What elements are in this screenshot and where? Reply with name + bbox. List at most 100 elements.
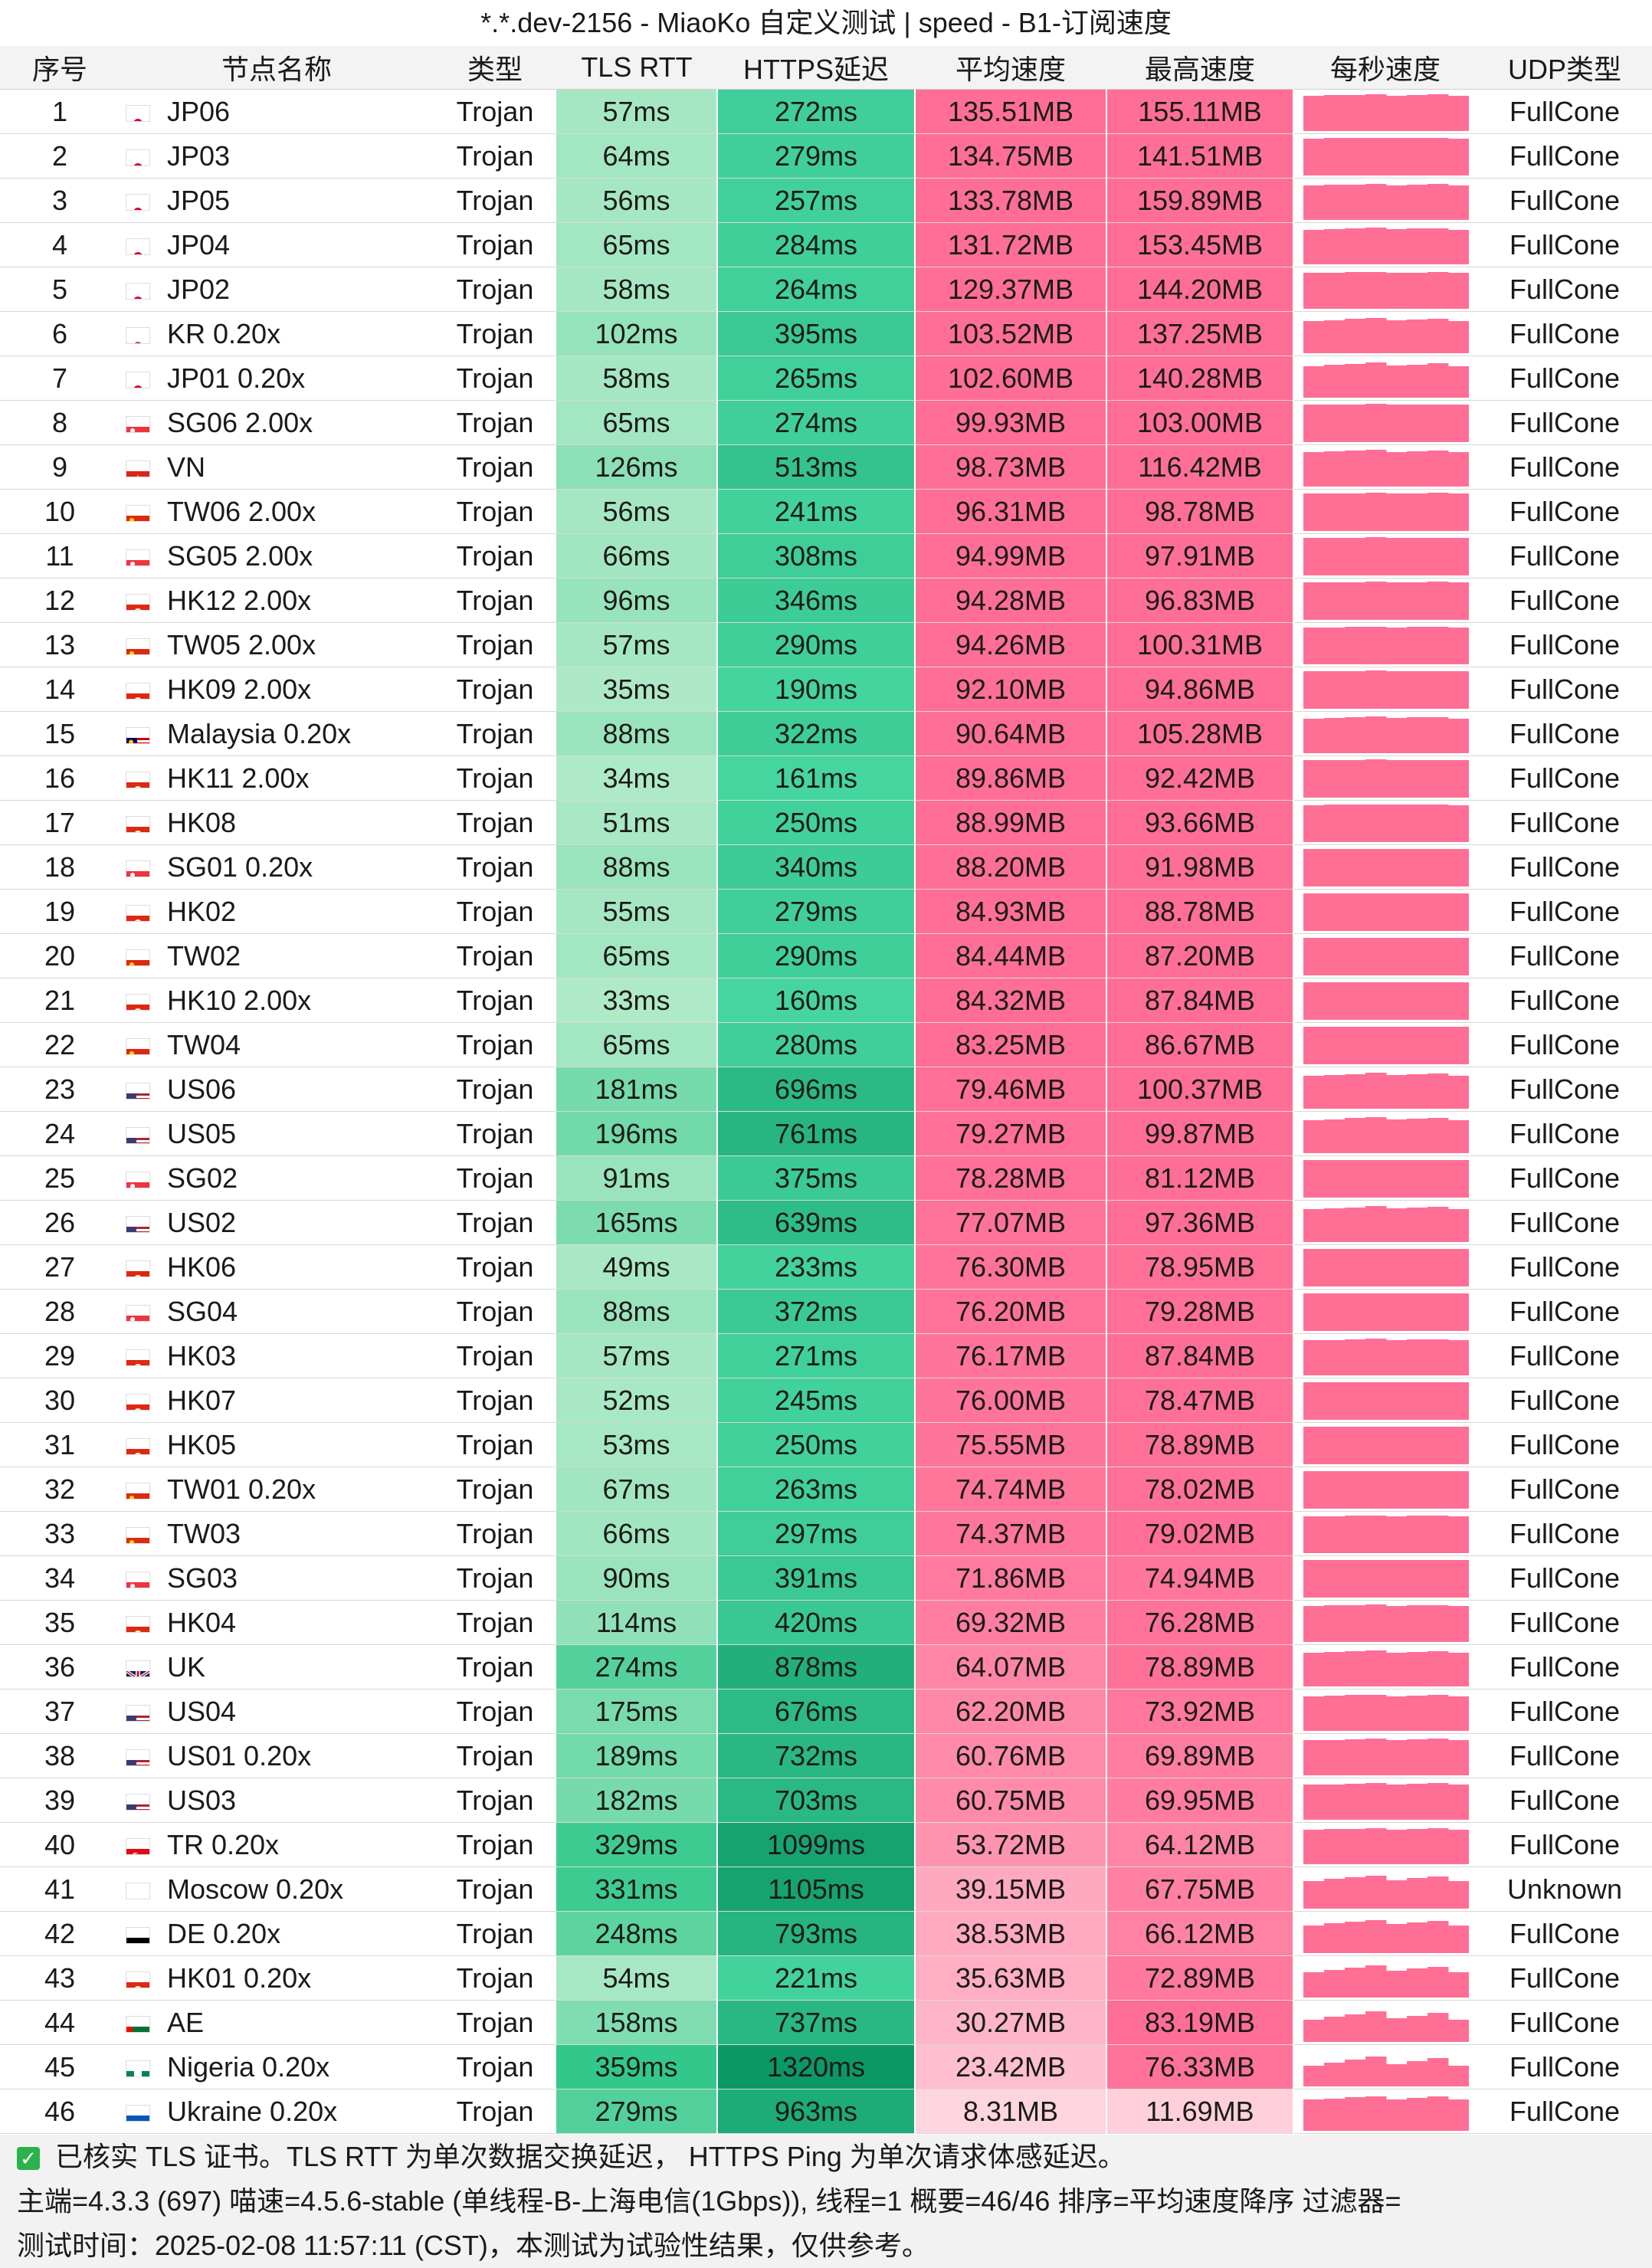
speed-bar	[1344, 1426, 1365, 1464]
table-row[interactable]: 40 TR 0.20x Trojan 329ms 1099ms 53.72MB 64.12M…	[0, 1822, 1652, 1867]
table-row[interactable]: 35 HK04 Trojan 114ms 420ms 69.32MB 76.28MB Full…	[0, 1600, 1652, 1645]
table-row[interactable]: 1 JP06 Trojan 57ms 272ms 135.51MB 155.11MB Full…	[0, 89, 1652, 134]
table-row[interactable]: 27 HK06 Trojan 49ms 233ms 76.30MB 78.95MB FullC…	[0, 1244, 1652, 1290]
table-row[interactable]: 14 HK09 2.00x Trojan 35ms 190ms 92.10MB 94.86M…	[0, 667, 1652, 712]
table-row[interactable]: 10 TW06 2.00x Trojan 56ms 241ms 96.31MB 98.78M…	[0, 489, 1652, 534]
table-row[interactable]: 9 VN Trojan 126ms 513ms 98.73MB 116.42MB FullCo…	[0, 444, 1652, 490]
table-row[interactable]: 17 HK08 Trojan 51ms 250ms 88.99MB 93.66MB FullC…	[0, 800, 1652, 845]
udp-type-value: FullCone	[1477, 89, 1652, 134]
speed-bar	[1406, 804, 1427, 842]
flag-ng-icon	[126, 2060, 150, 2077]
table-row[interactable]: 34 SG03 Trojan 90ms 391ms 71.86MB 74.94MB FullC…	[0, 1555, 1652, 1601]
table-row[interactable]: 44 AE Trojan 158ms 737ms 30.27MB 83.19MB FullCo…	[0, 2000, 1652, 2045]
node-type: Trojan	[434, 844, 556, 890]
speed-bar	[1365, 1470, 1386, 1509]
node-type: Trojan	[434, 1022, 556, 1067]
speed-bar	[1344, 1739, 1365, 1775]
speed-bar	[1447, 1784, 1469, 1820]
table-row[interactable]: 11 SG05 2.00x Trojan 66ms 308ms 94.99MB 97.91M…	[0, 533, 1652, 578]
table-row[interactable]: 28 SG04 Trojan 88ms 372ms 76.20MB 79.28MB FullC…	[0, 1289, 1652, 1334]
table-row[interactable]: 4 JP04 Trojan 65ms 284ms 131.72MB 153.45MB Full…	[0, 222, 1652, 267]
column-header-avg-speed[interactable]: 平均速度	[915, 46, 1106, 90]
table-row[interactable]: 2 JP03 Trojan 64ms 279ms 134.75MB 141.51MB Full…	[0, 133, 1652, 179]
table-row[interactable]: 19 HK02 Trojan 55ms 279ms 84.93MB 88.78MB FullC…	[0, 889, 1652, 934]
tls-rtt-value: 331ms	[556, 1867, 718, 1912]
max-speed-value: 97.36MB	[1106, 1200, 1294, 1245]
table-row[interactable]: 16 HK11 2.00x Trojan 34ms 161ms 89.86MB 92.42M…	[0, 755, 1652, 801]
node-name: JP01 0.20x	[120, 356, 434, 401]
speed-bar	[1427, 1650, 1448, 1686]
speed-bar	[1427, 982, 1448, 1020]
speed-sparkline-chart	[1303, 1381, 1469, 1420]
table-row[interactable]: 15 Malaysia 0.20x Trojan 88ms 322ms 90.64MB 10…	[0, 711, 1652, 756]
speed-bar	[1344, 1604, 1365, 1642]
tls-rtt-value: 58ms	[556, 267, 718, 312]
row-index: 18	[0, 844, 120, 890]
row-index: 11	[0, 533, 120, 578]
column-header-udp-type[interactable]: UDP类型	[1477, 46, 1652, 90]
table-row[interactable]: 23 US06 Trojan 181ms 696ms 79.46MB 100.37MB Ful…	[0, 1067, 1652, 1112]
https-delay-value: 250ms	[717, 800, 916, 845]
table-row[interactable]: 43 HK01 0.20x Trojan 54ms 221ms 35.63MB 72.89M…	[0, 1955, 1652, 2001]
table-row[interactable]: 22 TW04 Trojan 65ms 280ms 83.25MB 86.67MB FullC…	[0, 1022, 1652, 1067]
flag-hk-icon	[126, 1393, 150, 1411]
flag-hk-icon	[126, 1971, 150, 1988]
speed-bar	[1406, 1783, 1427, 1820]
udp-type-value: FullCone	[1477, 2089, 1652, 2134]
node-name: Malaysia 0.20x	[120, 711, 434, 756]
table-row[interactable]: 25 SG02 Trojan 91ms 375ms 78.28MB 81.12MB FullC…	[0, 1155, 1652, 1201]
flag-us-icon	[126, 1126, 150, 1144]
table-row[interactable]: 20 TW02 Trojan 65ms 290ms 84.44MB 87.20MB FullC…	[0, 933, 1652, 978]
table-row[interactable]: 41 Moscow 0.20x Trojan 331ms 1105ms 39.15MB 67…	[0, 1867, 1652, 1912]
speed-bar	[1323, 1828, 1345, 1864]
table-row[interactable]: 38 US01 0.20x Trojan 189ms 732ms 60.76MB 69.89…	[0, 1733, 1652, 1778]
table-row[interactable]: 13 TW05 2.00x Trojan 57ms 290ms 94.26MB 100.31…	[0, 622, 1652, 667]
column-header-https-delay[interactable]: HTTPS延迟	[717, 46, 915, 90]
column-header-per-second-speed[interactable]: 每秒速度	[1293, 46, 1477, 90]
speed-sparkline-chart	[1303, 226, 1469, 264]
node-type: Trojan	[434, 356, 556, 401]
avg-speed-value: 98.73MB	[915, 444, 1107, 490]
table-row[interactable]: 32 TW01 0.20x Trojan 67ms 263ms 74.74MB 78.02M…	[0, 1467, 1652, 1512]
table-row[interactable]: 36 UK Trojan 274ms 878ms 64.07MB 78.89MB FullCo…	[0, 1644, 1652, 1690]
max-speed-value: 79.28MB	[1106, 1289, 1294, 1334]
speed-bar	[1406, 1968, 1427, 1998]
table-row[interactable]: 12 HK12 2.00x Trojan 96ms 346ms 94.28MB 96.83M…	[0, 578, 1652, 623]
table-row[interactable]: 37 US04 Trojan 175ms 676ms 62.20MB 73.92MB Full…	[0, 1689, 1652, 1734]
table-row[interactable]: 31 HK05 Trojan 53ms 250ms 75.55MB 78.89MB FullC…	[0, 1422, 1652, 1467]
table-row[interactable]: 30 HK07 Trojan 52ms 245ms 76.00MB 78.47MB FullC…	[0, 1378, 1652, 1423]
table-row[interactable]: 7 JP01 0.20x Trojan 58ms 265ms 102.60MB 140.28…	[0, 356, 1652, 401]
table-row[interactable]: 42 DE 0.20x Trojan 248ms 793ms 38.53MB 66.12MB…	[0, 1911, 1652, 1956]
column-header-max-speed[interactable]: 最高速度	[1106, 46, 1293, 90]
table-row[interactable]: 29 HK03 Trojan 57ms 271ms 76.17MB 87.84MB FullC…	[0, 1333, 1652, 1378]
speed-bar	[1385, 1381, 1407, 1420]
speed-sparkline	[1293, 755, 1477, 801]
table-row[interactable]: 6 KR 0.20x Trojan 102ms 395ms 103.52MB 137.25M…	[0, 311, 1652, 356]
table-row[interactable]: 3 JP05 Trojan 56ms 257ms 133.78MB 159.89MB Full…	[0, 178, 1652, 223]
speed-bar	[1365, 1381, 1386, 1420]
column-header-name[interactable]: 节点名称	[120, 46, 434, 90]
column-header-type[interactable]: 类型	[434, 46, 556, 90]
table-row[interactable]: 18 SG01 0.20x Trojan 88ms 340ms 88.20MB 91.98M…	[0, 844, 1652, 890]
table-row[interactable]: 5 JP02 Trojan 58ms 264ms 129.37MB 144.20MB Full…	[0, 267, 1652, 312]
column-header-tls-rtt[interactable]: TLS RTT	[556, 46, 717, 90]
table-row[interactable]: 33 TW03 Trojan 66ms 297ms 74.37MB 79.02MB FullC…	[0, 1511, 1652, 1556]
table-row[interactable]: 46 Ukraine 0.20x Trojan 279ms 963ms 8.31MB 11.…	[0, 2089, 1652, 2134]
table-row[interactable]: 21 HK10 2.00x Trojan 33ms 160ms 84.32MB 87.84M…	[0, 978, 1652, 1023]
table-row[interactable]: 26 US02 Trojan 165ms 639ms 77.07MB 97.36MB Full…	[0, 1200, 1652, 1245]
avg-speed-value: 78.28MB	[915, 1155, 1107, 1201]
speed-bar	[1323, 2098, 1345, 2131]
udp-type-value: FullCone	[1477, 1422, 1652, 1467]
column-header-index[interactable]: 序号	[0, 46, 120, 90]
speed-bar	[1303, 1784, 1324, 1820]
node-name-text: US06	[167, 1073, 237, 1105]
table-row[interactable]: 39 US03 Trojan 182ms 703ms 60.75MB 69.95MB Full…	[0, 1778, 1652, 1823]
table-row[interactable]: 45 Nigeria 0.20x Trojan 359ms 1320ms 23.42MB 7…	[0, 2044, 1652, 2089]
table-row[interactable]: 24 US05 Trojan 196ms 761ms 79.27MB 99.87MB Full…	[0, 1111, 1652, 1156]
flag-cn-icon	[126, 1526, 150, 1544]
speed-sparkline-chart	[1303, 1159, 1469, 1198]
node-name-text: UK	[167, 1650, 206, 1683]
table-row[interactable]: 8 SG06 2.00x Trojan 65ms 274ms 99.93MB 103.00M…	[0, 400, 1652, 445]
speed-bar	[1385, 982, 1407, 1020]
node-name-text: US03	[167, 1784, 237, 1816]
